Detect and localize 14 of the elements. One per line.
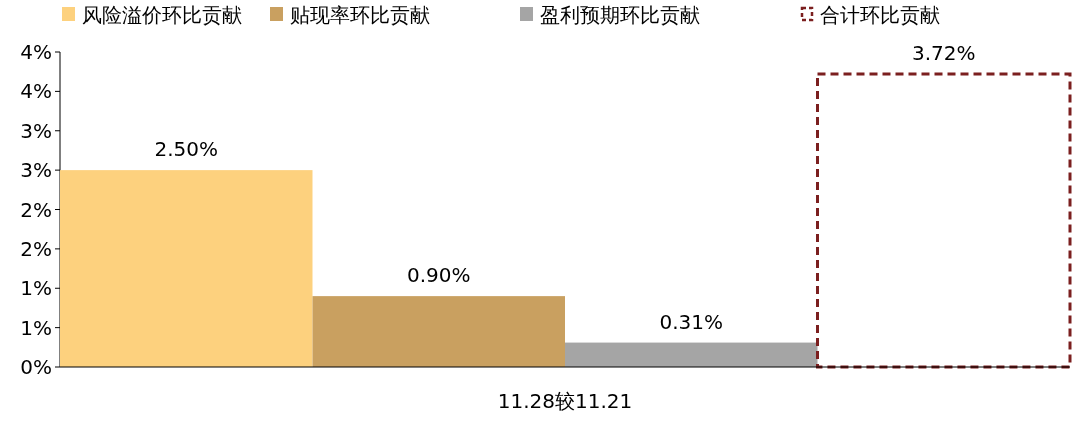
y-tick-label: 3% <box>20 118 52 143</box>
y-tick-label: 2% <box>20 236 52 261</box>
data-label: 0.31% <box>659 309 724 334</box>
y-tick-label: 3% <box>20 158 52 183</box>
y-tick-label: 4% <box>20 79 52 104</box>
data-label: 0.90% <box>406 263 471 288</box>
x-tick-label: 11.28较11.21 <box>497 389 633 413</box>
y-tick-label: 1% <box>20 315 52 340</box>
data-label: 2.50% <box>154 137 219 162</box>
y-tick-label: 2% <box>20 197 52 222</box>
data-label: 3.72% <box>911 41 976 66</box>
y-tick-label: 4% <box>20 40 52 64</box>
y-tick-label: 1% <box>20 276 52 301</box>
y-tick-label: 0% <box>20 355 52 379</box>
